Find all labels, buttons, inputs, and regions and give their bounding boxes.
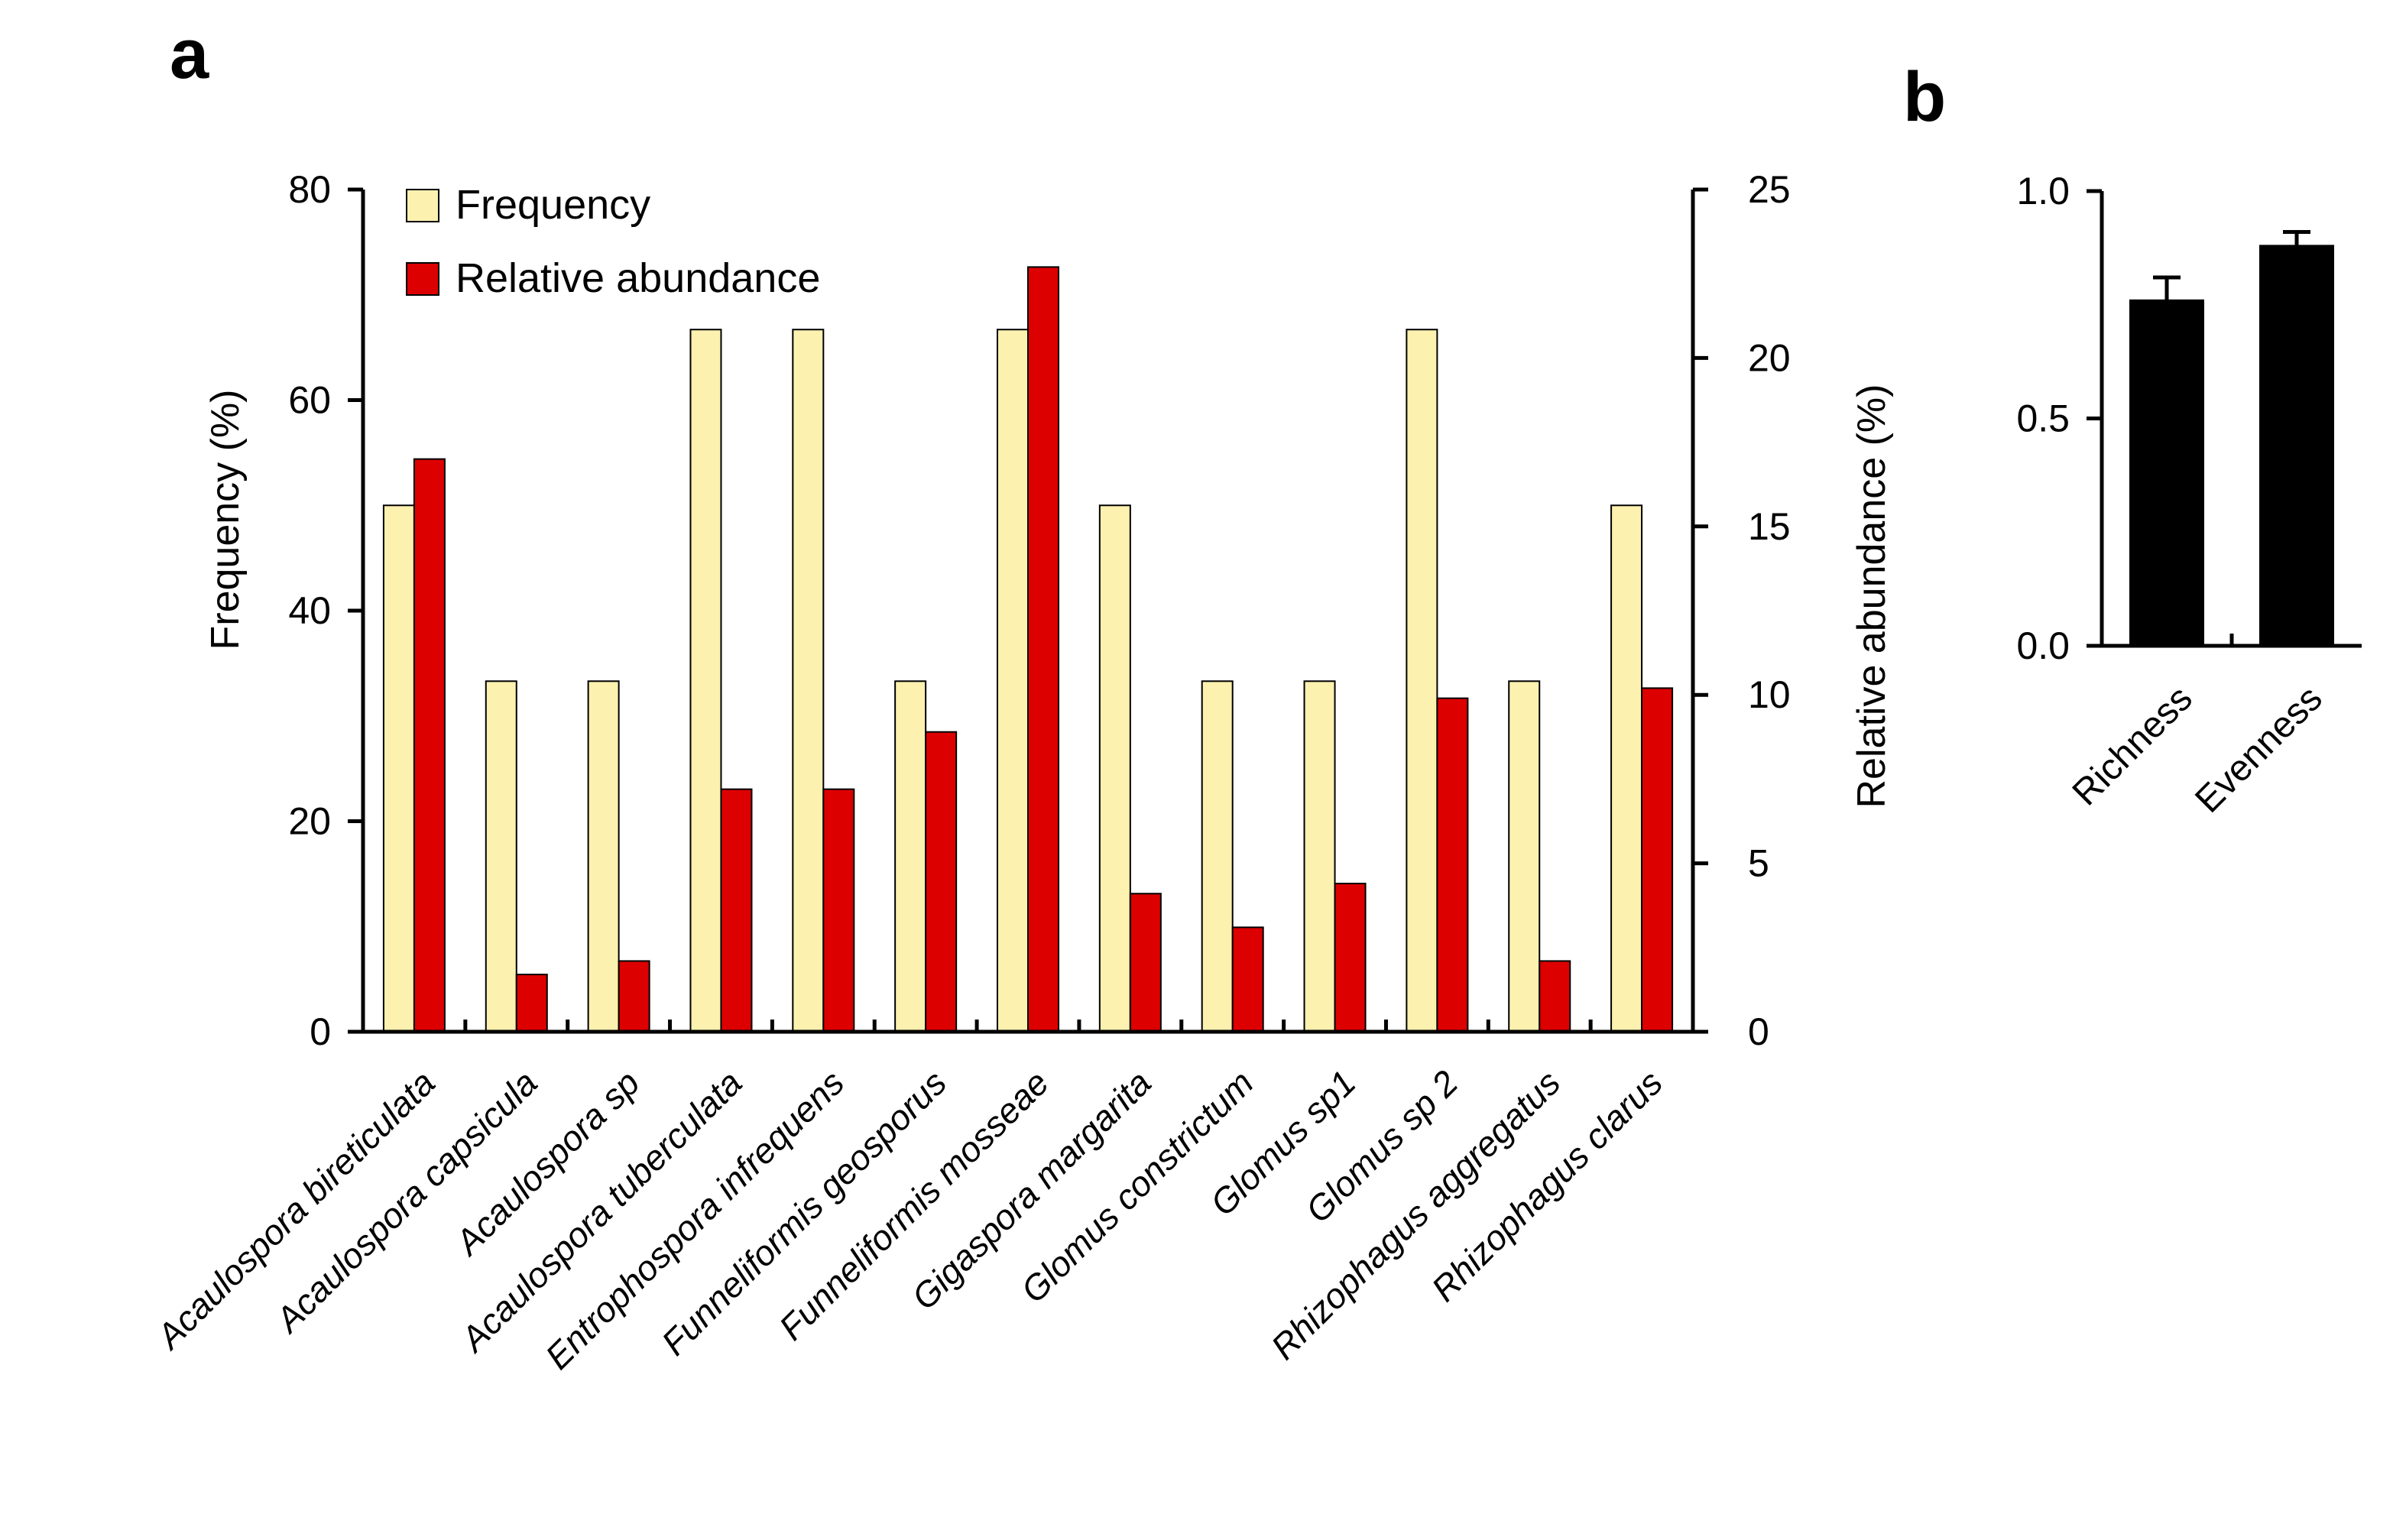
bar-frequency-entrophospora-infrequens [792,329,825,1033]
x-tick-label-richness: Richness [2065,678,2200,813]
legend-label-frequency: Frequency [456,182,650,228]
legend-swatch-relative-abundance [406,262,439,296]
bar-relative-abundance-acaulospora-sp [618,960,650,1033]
bar-frequency-glomus-constrictum [1201,680,1234,1033]
bar-frequency-acaulospora-sp [587,680,620,1033]
bar-relative-abundance-acaulospora-capsicula [515,974,548,1033]
y-axis-right-title: Relative abundance (%) [1850,384,1894,809]
y-axis-left-title: Frequency (%) [203,390,248,650]
bar-relative-abundance-entrophospora-infrequens [822,788,855,1033]
panel-label-a: a [170,15,209,93]
panel-label-b: b [1903,58,1946,136]
panel-a-bars [382,266,1674,1033]
y-tick-right-label: 25 [1748,168,1791,211]
y-tick-left-label: 80 [288,168,331,211]
bar-frequency-rhizophagus-clarus [1610,504,1643,1033]
bar-relative-abundance-glomus-constrictum [1231,926,1264,1033]
bar-relative-abundance-funneliformis-mosseae [1027,266,1059,1033]
bar-frequency-acaulospora-capsicula [485,680,517,1033]
panel-b-axes: 0.0 0.5 1.0 [2016,170,2362,667]
y-tick-right-label: 20 [1748,336,1791,379]
y-tick-left-label: 0 [310,1010,331,1053]
legend: Frequency Relative abundance [406,182,820,301]
y-tick-left-label: 20 [288,800,331,843]
bar-relative-abundance-glomus-sp1 [1334,883,1367,1033]
bar-frequency-glomus-sp-2 [1406,329,1438,1033]
bar-frequency-gigaspora-margarita [1098,504,1131,1033]
x-tick-label-evenness: Evenness [2187,678,2330,821]
y-tick-right-label: 15 [1748,505,1791,548]
y-tick-left-label: 60 [288,379,331,422]
bar-frequency-rhizophagus-aggregatus [1508,680,1541,1033]
y-tick-right-label: 10 [1748,673,1791,716]
bar-frequency-acaulospora-tuberculata [689,329,722,1033]
y-tick-left-label: 40 [288,589,331,632]
y-tick-right-label: 0 [1748,1010,1769,1053]
bar-evenness [2259,245,2334,647]
y-tick-right-label: 5 [1748,842,1769,885]
bar-relative-abundance-rhizophagus-aggregatus [1539,960,1571,1033]
x-tick-label-acaulospora-sp: Acaulospora sp [446,1062,647,1263]
bar-frequency-glomus-sp1 [1303,680,1336,1033]
y-tick-label-b: 1.0 [2016,170,2070,212]
bar-frequency-funneliformis-mosseae [997,329,1029,1033]
bar-richness [2129,299,2204,647]
y-tick-label-b: 0.5 [2016,397,2070,440]
y-tick-label-b: 0.0 [2016,624,2070,667]
bar-relative-abundance-acaulospora-bireticulata [413,458,446,1033]
legend-swatch-frequency [406,189,439,222]
bar-frequency-acaulospora-bireticulata [382,504,415,1033]
legend-label-relative-abundance: Relative abundance [456,255,820,301]
bar-relative-abundance-gigaspora-margarita [1129,893,1162,1033]
bar-relative-abundance-funneliformis-geosporus [925,731,958,1033]
bar-relative-abundance-acaulospora-tuberculata [720,788,753,1033]
panel-b-bars [2129,230,2334,647]
bar-relative-abundance-rhizophagus-clarus [1641,687,1674,1033]
bar-frequency-funneliformis-geosporus [894,680,927,1033]
bar-relative-abundance-glomus-sp-2 [1436,697,1469,1033]
panel-a-axes: 0 20 40 60 80 0 5 10 15 20 25 [288,168,1790,1053]
